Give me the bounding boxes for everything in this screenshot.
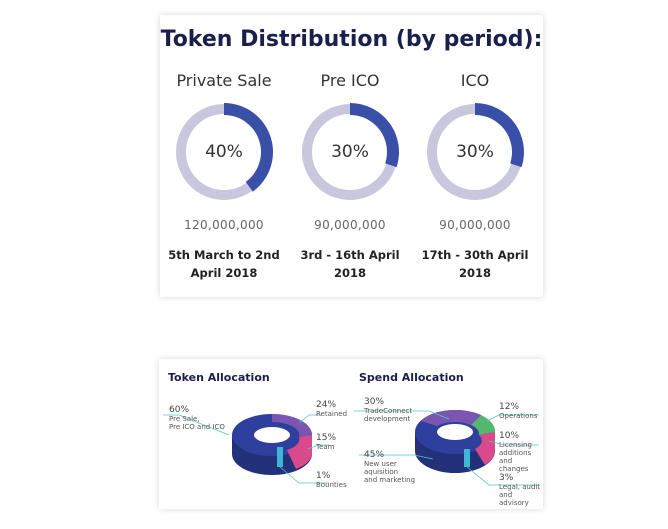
period-donut: 40% xyxy=(171,99,277,205)
ring-slice-operations xyxy=(471,415,496,435)
leader-line xyxy=(279,466,329,484)
period-dates-line1: 17th - 30th April xyxy=(421,248,529,262)
period-amount: 90,000,000 xyxy=(314,218,386,232)
allocation-card: Token Allocation Spend Allocation xyxy=(159,359,543,509)
leader-line xyxy=(298,414,321,424)
period-name: ICO xyxy=(460,71,490,90)
leader-lines xyxy=(163,410,539,486)
spend-allocation-label-development: 30% TradeConnect development xyxy=(364,397,413,423)
leader-line xyxy=(163,414,230,436)
spend-allocation-title: Spend Allocation xyxy=(359,371,464,384)
period-dates-line2: April 2018 xyxy=(190,266,258,280)
spend-allocation-ring xyxy=(415,410,496,473)
period-dates: 5th March to 2nd April 2018 xyxy=(160,246,288,282)
donut-filled-arc xyxy=(350,103,399,168)
leader-line xyxy=(486,414,539,422)
leader-line xyxy=(359,454,434,460)
period-dates-line1: 5th March to 2nd xyxy=(168,248,280,262)
distribution-title: Token Distribution (by period): xyxy=(160,27,543,52)
period-percent: 30% xyxy=(331,142,369,162)
donut-chart-private-sale xyxy=(176,103,273,200)
token-allocation-label-bounties: 1% Bounties xyxy=(316,471,347,489)
period-amount: 120,000,000 xyxy=(184,218,264,232)
period-dates-line1: 3rd - 16th April xyxy=(300,248,400,262)
ring-slice-licensing xyxy=(475,432,495,465)
spend-allocation-label-operations: 12% Operations xyxy=(499,402,538,420)
leader-line xyxy=(466,466,539,486)
spend-allocation-label-marketing: 45% New user aquisition and marketing xyxy=(364,450,416,484)
period-name: Pre ICO xyxy=(320,71,380,90)
period-dates-line2: 2018 xyxy=(458,266,491,280)
ring-hole xyxy=(437,424,473,440)
period-column-private-sale: Private Sale 40% 120,000,000 5th March t… xyxy=(160,71,288,282)
ring-slice-retained xyxy=(272,414,312,437)
token-allocation-label-presale: 60% Pre Sale, Pre ICO and ICO xyxy=(169,405,225,431)
token-allocation-label-team: 15% Team xyxy=(316,433,337,451)
period-dates-line2: 2018 xyxy=(333,266,366,280)
leader-line xyxy=(354,410,450,420)
leader-line xyxy=(488,440,539,446)
allocation-rings xyxy=(163,410,539,486)
donut-chart-ico xyxy=(427,103,524,200)
spend-allocation-label-licensing: 10% Licensing additions and changes xyxy=(499,431,532,473)
period-percent: 40% xyxy=(205,142,243,162)
ring-slice-legal xyxy=(464,449,470,467)
ring-slice-bounties xyxy=(277,447,283,467)
period-amount: 90,000,000 xyxy=(439,218,511,232)
donut-filled-arc xyxy=(475,103,524,168)
ring-hole xyxy=(254,427,290,443)
period-name: Private Sale xyxy=(176,71,272,90)
ring-slice-team xyxy=(287,435,312,469)
leader-line xyxy=(306,444,329,450)
period-percent: 30% xyxy=(456,142,494,162)
token-allocation-label-retained: 24% Retained xyxy=(316,400,348,418)
period-dates: 3rd - 16th April 2018 xyxy=(286,246,414,282)
period-dates: 17th - 30th April 2018 xyxy=(411,246,539,282)
token-allocation-title: Token Allocation xyxy=(168,371,270,384)
donut-filled-arc xyxy=(224,103,273,192)
period-donut: 30% xyxy=(297,99,403,205)
spend-allocation-label-legal: 3% Legal, audit and advisory xyxy=(499,473,541,507)
period-column-pre-ico: Pre ICO 30% 90,000,000 3rd - 16th April … xyxy=(286,71,414,282)
token-allocation-ring xyxy=(232,414,312,475)
token-distribution-card: Token Distribution (by period): Private … xyxy=(160,15,543,297)
period-column-ico: ICO 30% 90,000,000 17th - 30th April 201… xyxy=(411,71,539,282)
period-donut: 30% xyxy=(422,99,528,205)
donut-chart-pre-ico xyxy=(302,103,399,200)
